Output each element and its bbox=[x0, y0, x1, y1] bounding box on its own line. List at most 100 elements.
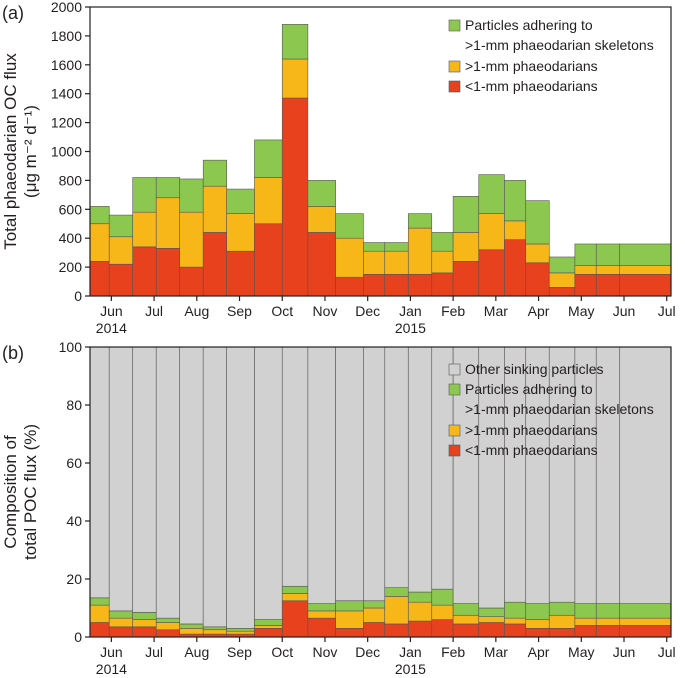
bar-lt1-period-16 bbox=[452, 623, 480, 638]
bar-adher-period-15 bbox=[431, 232, 454, 252]
bar-adher-period-21 bbox=[574, 603, 597, 619]
bar-gt1-period-12 bbox=[363, 250, 386, 275]
x-tick-label: Sep bbox=[227, 303, 252, 319]
panel-b-composition-of-total-poc-flux: (b) 0 20 40 60 80 100 Jun Jul Aug Sep Oct Nov Dec Jan F… bbox=[1, 339, 676, 677]
legend: Particles adhering to >1-mm phaeodarian s… bbox=[448, 17, 654, 94]
bar-gt1-period-12 bbox=[363, 607, 386, 623]
bar-adher-period-19 bbox=[525, 200, 550, 245]
legend-label: Other sinking particles bbox=[465, 361, 604, 377]
bar-lt1-period-4 bbox=[155, 629, 181, 638]
bar-adher-period-13 bbox=[384, 587, 409, 597]
y-axis-title: total POC flux (%) bbox=[21, 424, 40, 560]
x-axis: Jun Jul Aug Sep Oct Nov Dec Jan Feb Mar Apr May Jun J… bbox=[96, 637, 676, 677]
bar-gt1-period-8 bbox=[254, 625, 283, 629]
bar-adher-period-9 bbox=[281, 24, 309, 60]
bar-gt1-period-14 bbox=[407, 227, 433, 275]
bar-other-period-14 bbox=[407, 346, 433, 593]
bar-other-period-6 bbox=[202, 346, 228, 628]
legend-label: >1-mm phaeodarian skeletons bbox=[465, 37, 654, 53]
bar-lt1-period-9 bbox=[281, 600, 309, 638]
bar-adher-period-23 bbox=[619, 243, 672, 266]
y-tick-label: 60 bbox=[66, 455, 82, 471]
bar-lt1-period-18 bbox=[504, 623, 527, 638]
bar-lt1-period-6 bbox=[202, 232, 228, 297]
panel-label: (b) bbox=[2, 343, 24, 363]
bar-other-period-1 bbox=[89, 346, 110, 599]
legend-label: Particles adhering to bbox=[465, 17, 593, 33]
bar-lt1-period-19 bbox=[525, 262, 550, 297]
y-axis-title: Composition of bbox=[1, 435, 20, 549]
bar-other-period-12 bbox=[363, 346, 386, 602]
bar-adher-period-13 bbox=[384, 242, 409, 252]
bar-lt1-period-2 bbox=[108, 626, 134, 638]
bar-gt1-period-9 bbox=[281, 593, 309, 602]
bar-lt1-period-13 bbox=[384, 623, 409, 638]
x-tick-label: Jul bbox=[145, 303, 163, 319]
legend-label: Particles adhering to bbox=[465, 381, 593, 397]
x-tick-label: Jan bbox=[399, 644, 422, 660]
legend-swatch-adher bbox=[448, 19, 461, 32]
bar-gt1-period-22 bbox=[595, 265, 621, 275]
y-tick-label: 1200 bbox=[51, 115, 82, 131]
y-tick-label: 1000 bbox=[51, 144, 82, 160]
y-tick-label: 400 bbox=[59, 230, 83, 246]
bar-lt1-period-22 bbox=[595, 274, 621, 297]
bar-lt1-period-12 bbox=[363, 274, 386, 297]
bar-other-period-23 bbox=[619, 346, 672, 604]
bar-adher-period-4 bbox=[155, 617, 181, 623]
bar-gt1-period-2 bbox=[108, 236, 134, 265]
legend-label: >1-mm phaeodarians bbox=[465, 422, 598, 438]
y-tick-label: 1400 bbox=[51, 86, 82, 102]
bars bbox=[89, 346, 672, 638]
bar-other-period-8 bbox=[254, 346, 283, 620]
y-tick-label: 2000 bbox=[51, 0, 82, 15]
bar-adher-period-3 bbox=[132, 612, 157, 620]
bar-lt1-period-1 bbox=[89, 261, 110, 297]
bar-lt1-period-15 bbox=[431, 619, 454, 638]
bar-adher-period-15 bbox=[431, 588, 454, 606]
bar-adher-period-7 bbox=[226, 627, 255, 632]
bar-lt1-period-19 bbox=[525, 627, 550, 638]
bar-gt1-period-13 bbox=[384, 596, 409, 625]
x-tick-label: May bbox=[568, 644, 594, 660]
bar-gt1-period-4 bbox=[155, 197, 181, 249]
bar-gt1-period-6 bbox=[202, 629, 228, 635]
x-tick-label: Apr bbox=[528, 303, 550, 319]
bar-adher-period-1 bbox=[89, 206, 110, 225]
x-axis: Jun Jul Aug Sep Oct Nov Dec Jan Feb Mar Apr May Jun J… bbox=[96, 296, 676, 336]
x-tick-label: Dec bbox=[355, 303, 380, 319]
x-tick-label: May bbox=[568, 303, 594, 319]
bar-adher-period-22 bbox=[595, 603, 621, 619]
bar-gt1-period-18 bbox=[504, 220, 527, 240]
legend: Other sinking particles Particles adherin… bbox=[448, 361, 654, 458]
y-tick-label: 1800 bbox=[51, 28, 82, 44]
x-tick-label: Jun bbox=[613, 644, 636, 660]
bar-adher-period-14 bbox=[407, 591, 433, 603]
bar-gt1-period-8 bbox=[254, 177, 283, 225]
bar-lt1-period-14 bbox=[407, 620, 433, 638]
bar-gt1-period-1 bbox=[89, 223, 110, 262]
bar-adher-period-23 bbox=[619, 603, 672, 619]
y-tick-label: 0 bbox=[74, 629, 82, 645]
bar-gt1-period-4 bbox=[155, 622, 181, 631]
bar-gt1-period-1 bbox=[89, 604, 110, 623]
bar-gt1-period-19 bbox=[525, 243, 550, 264]
bar-gt1-period-20 bbox=[548, 614, 576, 629]
bar-gt1-period-15 bbox=[431, 250, 454, 274]
y-tick-label: 40 bbox=[66, 513, 82, 529]
x-tick-label: Jul bbox=[145, 644, 163, 660]
bar-adher-period-18 bbox=[504, 180, 527, 222]
x-tick-label: Oct bbox=[271, 303, 293, 319]
y-tick-label: 600 bbox=[59, 201, 83, 217]
bar-lt1-period-21 bbox=[574, 625, 597, 638]
year-label: 2014 bbox=[96, 320, 127, 336]
bar-adher-period-16 bbox=[452, 603, 480, 616]
bar-gt1-period-10 bbox=[307, 206, 336, 233]
legend-label: <1-mm phaeodarians bbox=[465, 78, 598, 94]
bar-lt1-period-8 bbox=[254, 627, 283, 638]
bar-lt1-period-16 bbox=[452, 261, 480, 297]
bar-gt1-period-11 bbox=[335, 237, 364, 278]
bar-lt1-period-3 bbox=[132, 626, 157, 638]
year-label: 2015 bbox=[395, 320, 426, 336]
bar-lt1-period-20 bbox=[548, 627, 576, 638]
